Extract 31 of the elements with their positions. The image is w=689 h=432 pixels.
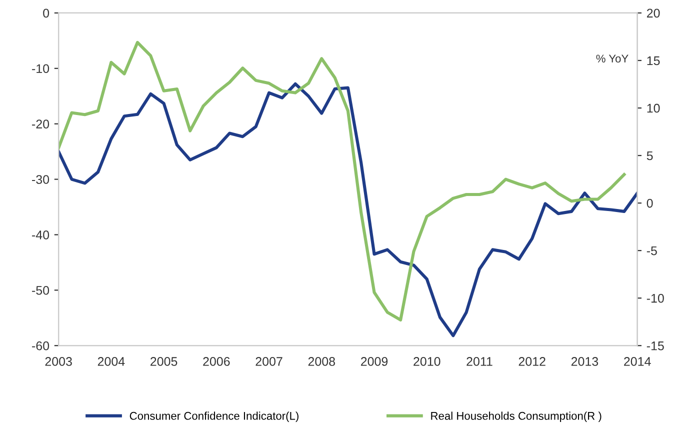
x-tick-label: 2005 bbox=[150, 357, 178, 366]
y2-tick-label: 15 bbox=[647, 56, 660, 66]
x-tick-label: 2014 bbox=[624, 357, 651, 366]
y2-tick-label: -15 bbox=[646, 342, 664, 350]
y-tick-label: -40 bbox=[32, 230, 50, 240]
x-tick-label: 2013 bbox=[571, 357, 598, 366]
y2-tick-label: 10 bbox=[647, 104, 660, 113]
x-tick-label: 2012 bbox=[518, 357, 546, 366]
x-tick-label: 2003 bbox=[45, 357, 72, 366]
y2-tick-label: 20 bbox=[646, 8, 660, 18]
y-tick-label: -30 bbox=[32, 175, 50, 184]
x-tick-label: 2010 bbox=[414, 357, 440, 366]
y-tick-label: -50 bbox=[32, 286, 50, 295]
x-tick-label: 2007 bbox=[256, 357, 282, 366]
x-tick-label: 2009 bbox=[360, 357, 388, 366]
y2-tick-label: 0 bbox=[646, 198, 653, 208]
y-tick-label: 0 bbox=[43, 8, 50, 18]
y-tick-label: -10 bbox=[32, 64, 50, 74]
y-tick-label: -60 bbox=[32, 341, 50, 350]
x-tick-label: 2004 bbox=[98, 357, 125, 366]
x-tick-label: 2006 bbox=[203, 357, 230, 366]
annotation: % YoY bbox=[596, 54, 628, 63]
x-tick-label: 2008 bbox=[308, 357, 335, 366]
y2-tick-label: 5 bbox=[646, 151, 653, 160]
line-series bbox=[58, 82, 638, 338]
y2-tick-label: -10 bbox=[646, 294, 664, 303]
legend-label: Consumer Confidence Indicator(L) bbox=[130, 412, 298, 422]
y2-tick-label: -5 bbox=[646, 246, 657, 256]
x-tick-label: 2011 bbox=[466, 357, 492, 366]
legend-label: Real Households Consumption(R ) bbox=[431, 412, 602, 422]
y-tick-label: -20 bbox=[32, 120, 50, 128]
